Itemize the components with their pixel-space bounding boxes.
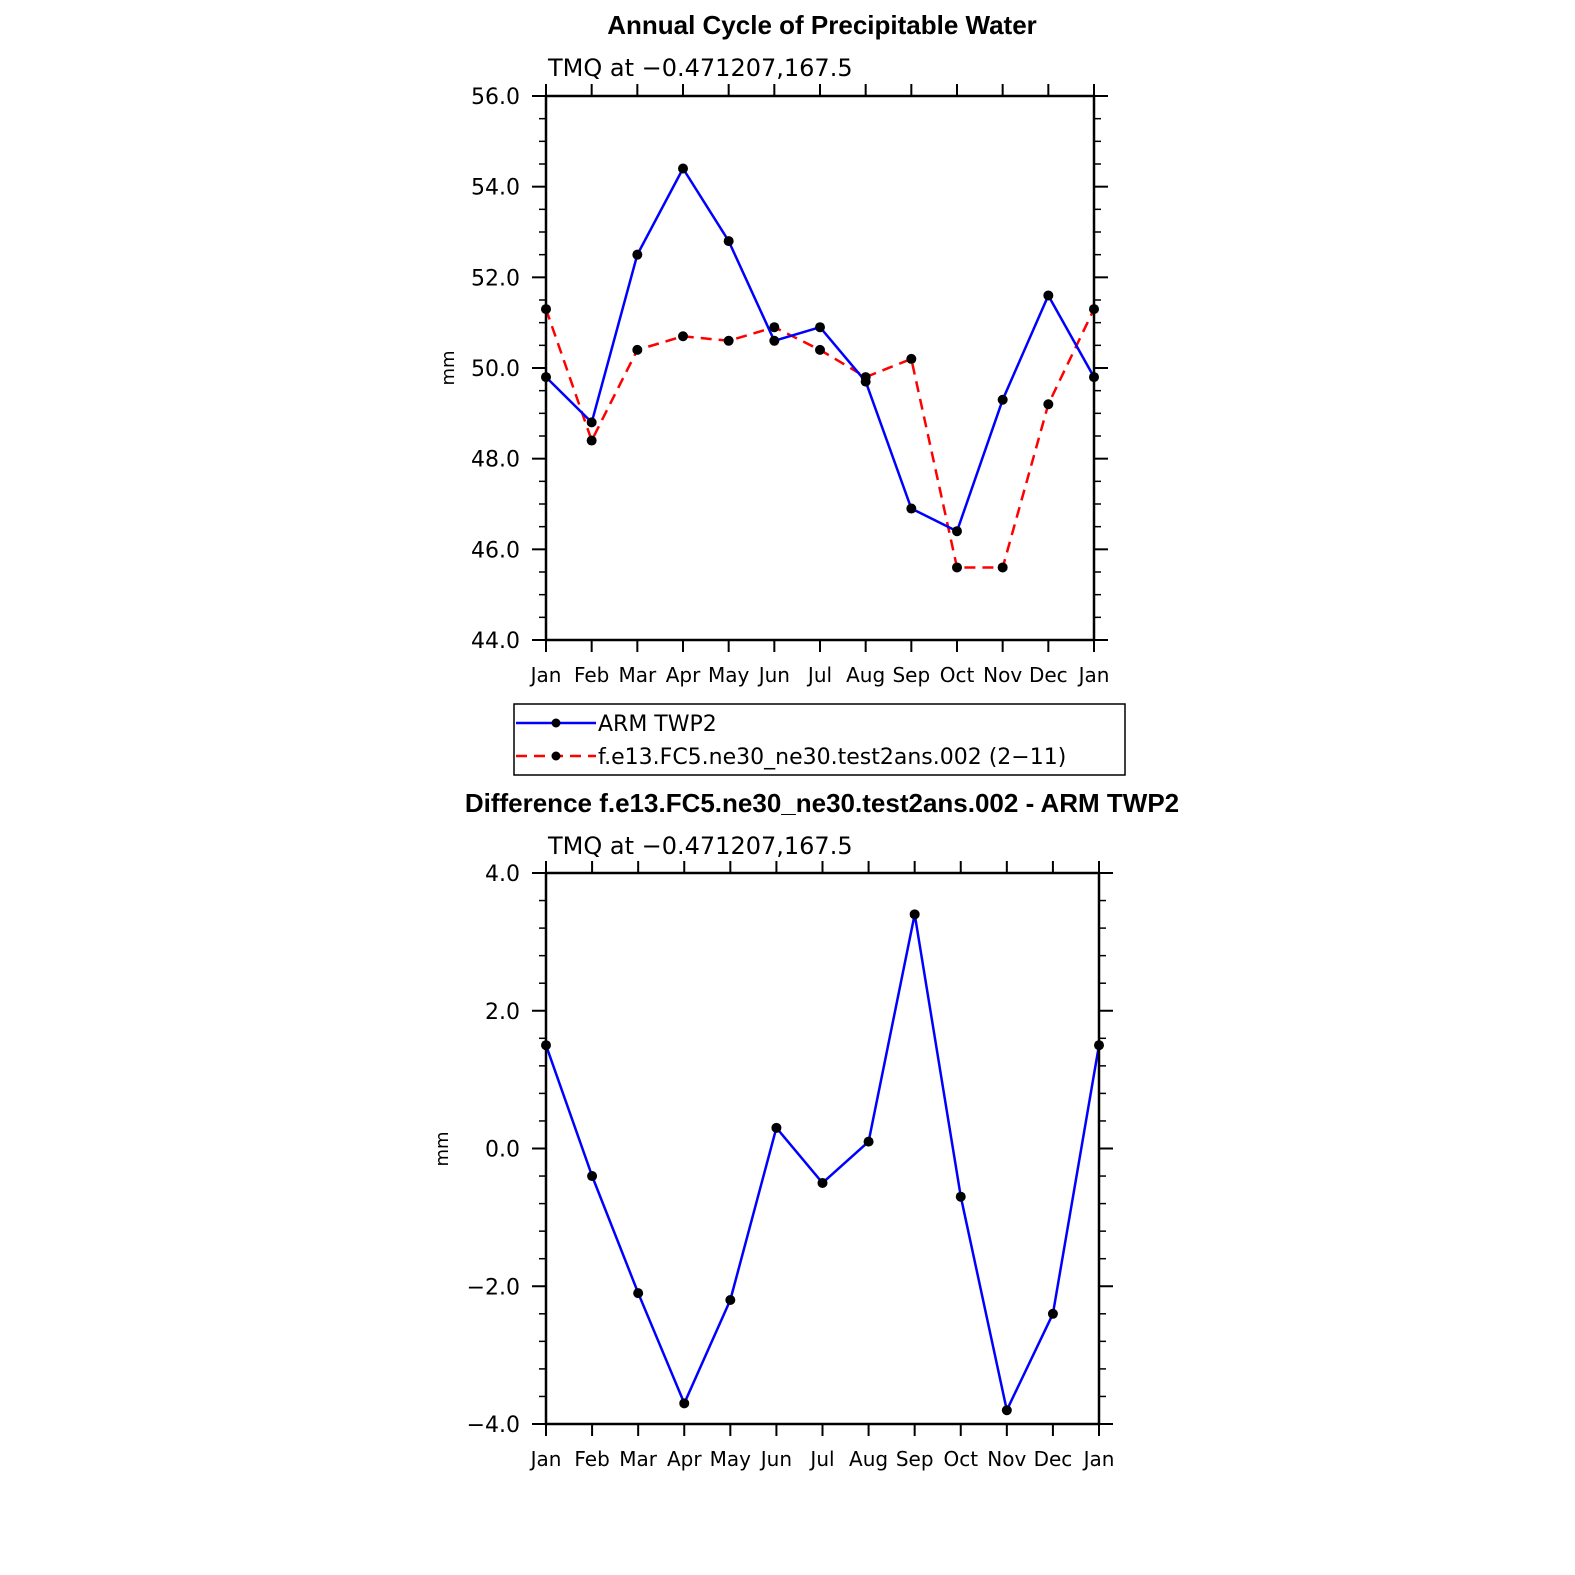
annual-cycle-chart: Annual Cycle of Precipitable Water TMQ a… <box>438 10 1109 687</box>
x-tick-label: Oct <box>940 663 975 687</box>
x-tick-label: Sep <box>896 1447 934 1471</box>
x-tick-label: Apr <box>667 1447 702 1471</box>
data-point <box>723 335 734 346</box>
axis-ticks <box>532 84 1108 652</box>
data-point <box>863 1136 874 1147</box>
data-point <box>906 503 917 514</box>
data-point <box>632 249 643 260</box>
tick-labels: Jan Feb Mar Apr May Jun Jul Aug Sep Oct Nov Dec Jan−… <box>467 862 1115 1471</box>
data-point <box>678 163 688 174</box>
y-tick-label: 4.0 <box>485 862 520 887</box>
data-point <box>860 376 871 387</box>
x-tick-label: Sep <box>892 663 930 687</box>
y-tick-label: 56.0 <box>471 85 520 110</box>
data-point <box>769 322 780 333</box>
x-tick-label: Mar <box>618 663 657 687</box>
legend-box <box>513 703 1126 776</box>
data-point <box>906 353 917 364</box>
difference-chart: Difference f.e13.FC5.ne30_ne30.test2ans.… <box>432 788 1179 1471</box>
plot-series <box>541 909 1104 1416</box>
x-tick-label: Dec <box>1029 663 1068 687</box>
legend-label-model: f.e13.FC5.ne30_ne30.test2ans.002 (2−11) <box>598 745 1066 770</box>
data-point <box>997 562 1008 573</box>
legend-label-arm: ARM TWP2 <box>598 712 717 737</box>
series-line <box>544 913 1101 1412</box>
plot-series <box>541 163 1099 573</box>
y-tick-label: 54.0 <box>471 176 520 201</box>
x-tick-label: Oct <box>943 1447 978 1471</box>
data-point <box>815 344 825 355</box>
x-tick-label: May <box>708 663 750 687</box>
y-tick-label: −4.0 <box>467 1413 520 1438</box>
x-tick-label: Mar <box>619 1447 658 1471</box>
y-tick-label: 2.0 <box>485 1000 520 1025</box>
x-tick-label: Nov <box>987 1447 1026 1471</box>
y-axis-label: mm <box>438 350 459 385</box>
x-tick-label: Jan <box>1077 663 1110 687</box>
x-tick-label: Jul <box>808 1447 834 1471</box>
data-point <box>952 562 962 573</box>
data-point <box>909 909 920 920</box>
x-tick-label: Aug <box>846 663 885 687</box>
x-tick-label: Jul <box>806 663 832 687</box>
data-point <box>632 344 643 355</box>
plot-frame <box>544 94 1096 642</box>
data-point <box>723 236 734 247</box>
y-tick-label: 46.0 <box>471 538 520 563</box>
chart-title: Annual Cycle of Precipitable Water <box>607 10 1037 40</box>
data-point <box>952 526 962 537</box>
data-point <box>769 335 780 346</box>
data-point <box>725 1295 736 1306</box>
data-point <box>955 1191 966 1202</box>
y-tick-label: 0.0 <box>485 1138 520 1163</box>
plot-frame <box>544 871 1101 1426</box>
data-point <box>678 331 688 342</box>
chart-title: Difference f.e13.FC5.ne30_ne30.test2ans.… <box>465 788 1179 818</box>
data-point <box>815 322 825 333</box>
legend: ARM TWP2 f.e13.FC5.ne30_ne30.test2ans.00… <box>513 703 1126 776</box>
x-tick-label: Jun <box>757 663 790 687</box>
x-tick-label: Jan <box>529 663 562 687</box>
data-point <box>1043 399 1054 410</box>
x-tick-label: Jan <box>1082 1447 1115 1471</box>
y-tick-label: 52.0 <box>471 266 520 291</box>
x-tick-label: May <box>710 1447 752 1471</box>
legend-entry-arm: ARM TWP2 <box>516 712 717 737</box>
y-tick-label: 50.0 <box>471 357 520 382</box>
x-tick-label: Aug <box>849 1447 888 1471</box>
data-point <box>587 1171 598 1182</box>
chart-subtitle: TMQ at −0.471207,167.5 <box>547 832 853 860</box>
x-tick-label: Feb <box>574 663 609 687</box>
data-point <box>1047 1308 1058 1319</box>
chart-subtitle: TMQ at −0.471207,167.5 <box>547 54 853 82</box>
y-tick-label: 44.0 <box>471 629 520 654</box>
x-tick-label: Dec <box>1034 1447 1073 1471</box>
data-point <box>586 417 597 428</box>
data-point <box>633 1288 644 1299</box>
data-point <box>1001 1405 1012 1416</box>
legend-marker-model <box>551 751 561 761</box>
data-point <box>1043 290 1054 301</box>
x-tick-label: Apr <box>666 663 701 687</box>
data-point <box>997 394 1008 405</box>
x-tick-label: Nov <box>983 663 1022 687</box>
data-point <box>771 1122 782 1133</box>
x-tick-label: Feb <box>574 1447 609 1471</box>
data-point <box>679 1398 690 1409</box>
data-point <box>817 1177 828 1188</box>
y-tick-label: −2.0 <box>467 1275 520 1300</box>
legend-marker-arm <box>551 718 561 728</box>
y-axis-label: mm <box>432 1131 453 1166</box>
x-tick-label: Jan <box>529 1447 562 1471</box>
data-point <box>586 435 597 446</box>
legend-entry-model: f.e13.FC5.ne30_ne30.test2ans.002 (2−11) <box>516 745 1066 770</box>
x-tick-label: Jun <box>759 1447 792 1471</box>
axis-ticks <box>532 861 1113 1436</box>
tick-labels: Jan Feb Mar Apr May Jun Jul Aug Sep Oct Nov Dec Jan 4… <box>471 85 1109 687</box>
y-tick-label: 48.0 <box>471 448 520 473</box>
